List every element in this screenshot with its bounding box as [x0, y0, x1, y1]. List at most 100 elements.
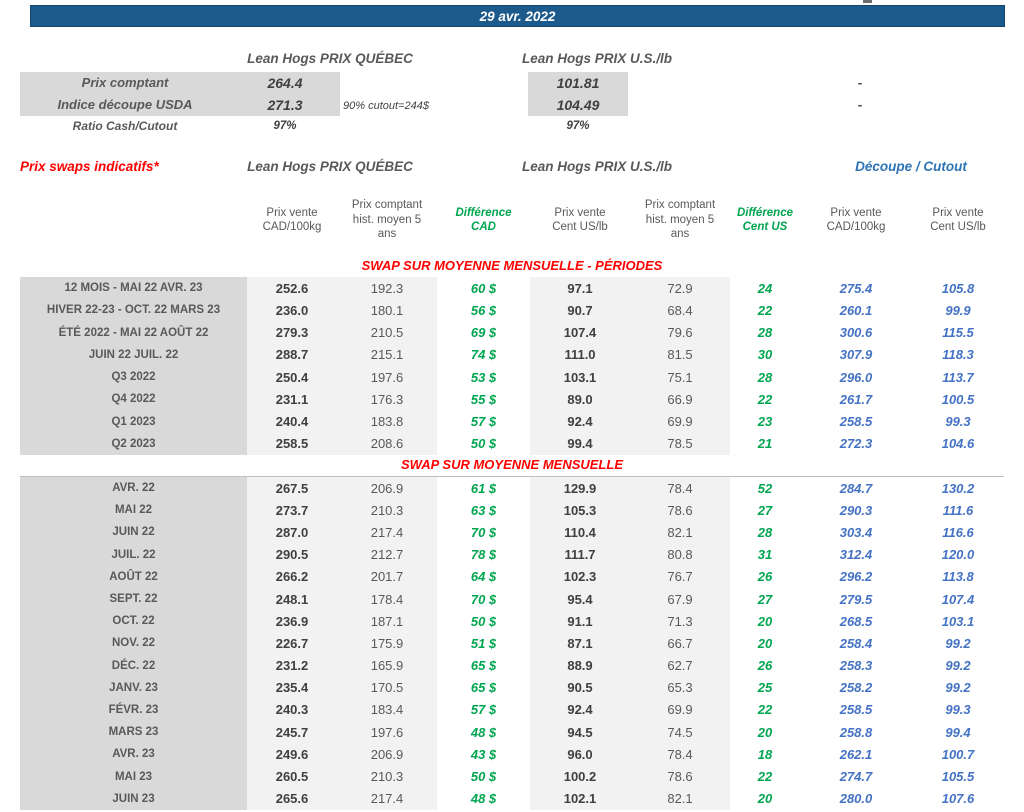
- cell-c4: 87.1: [530, 632, 630, 655]
- cell-c2: 176.3: [337, 388, 437, 411]
- cell-c3: 57 $: [470, 414, 497, 430]
- cell-c4: 90.7: [530, 299, 630, 322]
- cell-c6: 27: [757, 502, 773, 518]
- cell-c8: 100.5: [941, 391, 975, 407]
- cell-c5: 80.8: [630, 543, 730, 566]
- cutout-index-us-value: 104.49: [556, 97, 600, 113]
- row-label: Q1 2023: [20, 410, 247, 433]
- swaps-us-header: Lean Hogs PRIX U.S./lb: [521, 159, 673, 174]
- cutout-index-qc-value: 271.3: [267, 97, 303, 113]
- cutout-index-label: Indice découpe USDA: [57, 97, 193, 112]
- cell-c2: 217.4: [337, 787, 437, 810]
- cell-c7: 258.2: [839, 680, 873, 696]
- cell-c1: 250.4: [247, 366, 337, 389]
- table-row: JUIL. 22 290.5 212.7 78 $ 111.7 80.8 31 312.4 12…: [20, 543, 1004, 566]
- table-row: 12 MOIS - MAI 22 AVR. 23 252.6 192.3 60 $ 97…: [20, 277, 1004, 300]
- cell-c6: 22: [757, 769, 773, 785]
- cell-c4: 110.4: [530, 521, 630, 544]
- cell-c5: 78.4: [630, 477, 730, 500]
- column-header-hist-cad: Prix comptant hist. moyen 5 ans: [351, 199, 423, 241]
- cell-c4: 92.4: [530, 698, 630, 722]
- cutout-index-dash: -: [857, 97, 863, 112]
- cell-c7: 261.7: [839, 391, 873, 407]
- cell-c4: 88.9: [530, 654, 630, 677]
- row-label: Q4 2022: [20, 388, 247, 411]
- cell-c8: 120.0: [941, 547, 975, 563]
- cell-c1: 273.7: [247, 499, 337, 522]
- cell-c6: 52: [757, 480, 773, 496]
- cell-c4: 95.4: [530, 587, 630, 611]
- summary-quebec-block: [20, 72, 340, 116]
- cell-c5: 78.5: [630, 432, 730, 455]
- cell-c3: 43 $: [470, 746, 497, 762]
- top-quebec-header: Lean Hogs PRIX QUÉBEC: [247, 51, 413, 66]
- cell-c8: 99.3: [945, 414, 971, 430]
- cell-c1: 236.0: [247, 299, 337, 322]
- cell-c2: 183.8: [337, 410, 437, 433]
- ratio-us-value: 97%: [566, 120, 590, 132]
- cell-c5: 62.7: [630, 654, 730, 677]
- cell-c7: 258.8: [839, 724, 873, 740]
- cell-c4: 94.5: [530, 721, 630, 744]
- cash-price-label: Prix comptant: [81, 75, 169, 90]
- column-header-cutout-us: Prix vente Cent US/lb: [930, 206, 986, 233]
- row-label: JUIL. 22: [20, 543, 247, 566]
- cell-c2: 206.9: [337, 477, 437, 500]
- cell-c4: 97.1: [530, 277, 630, 300]
- cell-c8: 99.2: [945, 658, 971, 674]
- row-label: JUIN 22: [20, 521, 247, 544]
- date-banner: 29 avr. 2022: [30, 5, 1005, 27]
- cell-c1: 288.7: [247, 343, 337, 366]
- cell-c7: 272.3: [839, 436, 873, 452]
- column-header-hist-us: Prix comptant hist. moyen 5 ans: [644, 199, 716, 241]
- cell-c6: 25: [757, 680, 773, 696]
- cell-c4: 89.0: [530, 388, 630, 411]
- cell-c4: 129.9: [530, 477, 630, 500]
- column-header-diff-cad: Différence CAD: [455, 206, 512, 233]
- row-label: Q2 2023: [20, 432, 247, 455]
- cell-c3: 50 $: [470, 769, 497, 785]
- cell-c6: 18: [757, 746, 773, 762]
- cell-c3: 65 $: [470, 680, 497, 696]
- row-label: AVR. 22: [20, 477, 247, 500]
- row-label: FÉVR. 23: [20, 698, 247, 722]
- cell-c3: 74 $: [470, 347, 497, 363]
- cell-c7: 258.5: [839, 702, 873, 718]
- cell-c1: 240.3: [247, 698, 337, 722]
- cell-c3: 61 $: [470, 480, 497, 496]
- cell-c4: 105.3: [530, 499, 630, 522]
- cell-c4: 107.4: [530, 321, 630, 344]
- cell-c1: 245.7: [247, 721, 337, 744]
- column-header-row: Prix vente CAD/100kg Prix comptant hist.…: [20, 186, 1004, 254]
- cell-c2: 210.5: [337, 321, 437, 344]
- periods-table-title: SWAP SUR MOYENNE MENSUELLE - PÉRIODES: [361, 258, 663, 273]
- cell-c8: 118.3: [942, 347, 974, 363]
- cell-c7: 274.7: [839, 769, 873, 785]
- cell-c3: 48 $: [470, 724, 497, 740]
- cell-c8: 105.8: [941, 280, 975, 296]
- cell-c4: 102.1: [530, 787, 630, 810]
- table-row: JUIN 23 265.6 217.4 48 $ 102.1 82.1 20 280.0 107…: [20, 787, 1004, 810]
- table-row: MARS 23 245.7 197.6 48 $ 94.5 74.5 20 258.8 99.4: [20, 721, 1004, 744]
- cash-price-us-value: 101.81: [556, 75, 600, 91]
- cell-c6: 20: [757, 724, 773, 740]
- cell-c6: 30: [757, 347, 773, 363]
- cell-c7: 260.1: [839, 302, 873, 318]
- table-row: JUIN 22 JUIL. 22 288.7 215.1 74 $ 111.0 81.5 3…: [20, 343, 1004, 366]
- cell-c4: 111.0: [530, 343, 630, 366]
- cell-c2: 215.1: [337, 343, 437, 366]
- cell-c5: 72.9: [630, 277, 730, 300]
- cell-c2: 183.4: [337, 698, 437, 722]
- cell-c1: 226.7: [247, 632, 337, 655]
- cell-c4: 111.7: [530, 543, 630, 566]
- cell-c5: 68.4: [630, 299, 730, 322]
- cell-c5: 69.9: [630, 698, 730, 722]
- cell-c1: 252.6: [247, 277, 337, 300]
- top-us-header: Lean Hogs PRIX U.S./lb: [521, 51, 673, 66]
- cell-c6: 26: [757, 658, 773, 674]
- row-label: MARS 23: [20, 721, 247, 744]
- cell-c8: 115.5: [942, 325, 974, 341]
- cell-c8: 105.5: [941, 769, 975, 785]
- cell-c2: 197.6: [337, 366, 437, 389]
- cell-c2: 197.6: [337, 721, 437, 744]
